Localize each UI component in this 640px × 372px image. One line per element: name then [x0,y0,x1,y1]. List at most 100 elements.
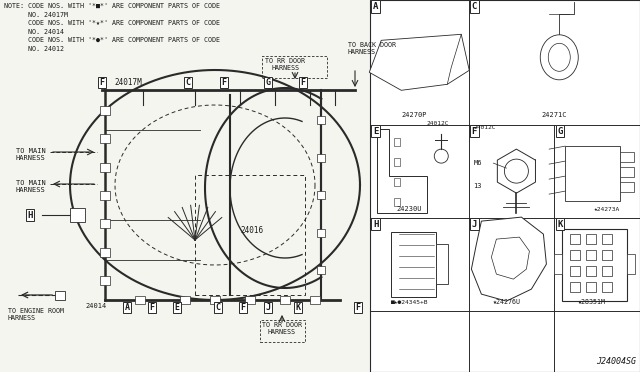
Bar [70,208,85,222]
Bar [317,154,325,161]
Text: H: H [28,211,33,219]
Bar [317,228,325,237]
Bar [394,158,400,166]
Bar [602,266,612,276]
Bar [436,244,448,284]
Text: F: F [355,303,360,312]
Polygon shape [369,34,469,90]
Bar [620,182,634,192]
Bar [100,134,110,143]
Bar [280,296,290,304]
Text: 24230U: 24230U [397,206,422,212]
Text: C: C [186,78,191,87]
Text: K: K [296,303,301,312]
Text: ★24273A: ★24273A [594,206,620,212]
Text: C: C [472,2,477,11]
Bar [602,234,612,244]
Bar [586,234,596,244]
Bar [100,219,110,228]
Bar [100,276,110,285]
Text: ★24276U: ★24276U [492,299,520,305]
Text: TO RR DOOR
HARNESS: TO RR DOOR HARNESS [265,58,305,71]
Text: TO MAIN
HARNESS: TO MAIN HARNESS [16,180,45,193]
Text: K: K [557,219,563,229]
Ellipse shape [540,35,579,80]
Bar [570,234,580,244]
Text: 24271C: 24271C [541,112,567,118]
Bar [55,291,65,300]
Polygon shape [472,217,547,301]
Text: F: F [241,303,246,312]
Text: J24004SG: J24004SG [596,357,636,366]
Bar [317,266,325,274]
Bar [586,250,596,260]
Bar [245,296,255,304]
Text: G: G [557,126,563,136]
Text: ★28351M: ★28351M [578,299,606,305]
Bar [570,266,580,276]
Polygon shape [377,129,428,213]
Text: 13: 13 [474,183,482,189]
Text: E: E [373,126,378,136]
Bar [394,178,400,186]
Bar [602,250,612,260]
Bar [570,282,580,292]
Bar [602,282,612,292]
Text: F: F [150,303,154,312]
Bar [620,167,634,177]
Bar [565,146,620,201]
Text: 24012C: 24012C [474,125,496,130]
Text: C: C [216,303,221,312]
Text: ■★●24345+B: ■★●24345+B [390,299,428,305]
Text: TO RR DOOR
HARNESS: TO RR DOOR HARNESS [262,322,302,335]
Text: TO MAIN
HARNESS: TO MAIN HARNESS [16,148,45,161]
Text: 24016: 24016 [240,225,263,234]
Text: 24017M: 24017M [114,78,142,87]
Bar [570,250,580,260]
Text: E: E [175,303,179,312]
Circle shape [435,149,448,163]
Bar [627,254,635,274]
Text: J: J [266,303,271,312]
Text: 24014: 24014 [86,303,107,309]
Text: A: A [125,303,129,312]
Text: 24012C: 24012C [426,121,449,126]
Text: J: J [472,219,477,229]
Bar [100,163,110,171]
Bar [135,296,145,304]
Bar [586,266,596,276]
Bar [317,116,325,124]
Bar [586,282,596,292]
Text: F: F [221,78,227,87]
Text: 24270P: 24270P [401,112,427,118]
Bar [195,175,305,295]
Bar [562,229,627,301]
Polygon shape [492,237,529,279]
Text: G: G [266,78,271,87]
Text: F: F [99,78,104,87]
Circle shape [504,159,529,183]
Text: H: H [373,219,378,229]
Bar [100,191,110,200]
Text: A: A [373,2,378,11]
Bar [554,254,562,274]
Bar [620,152,634,162]
Text: F: F [301,78,305,87]
Bar [394,138,400,146]
Text: TO ENGINE ROOM
HARNESS: TO ENGINE ROOM HARNESS [8,308,64,321]
Bar [310,296,320,304]
Bar [260,320,305,342]
Ellipse shape [548,43,570,71]
Bar [317,191,325,199]
Text: F: F [472,126,477,136]
Bar [394,198,400,206]
Text: NOTE: CODE NOS. WITH '*■*' ARE COMPONENT PARTS OF CODE
      NO. 24017M
      CO: NOTE: CODE NOS. WITH '*■*' ARE COMPONENT… [4,3,220,51]
Text: M6: M6 [474,160,482,166]
Bar [370,0,640,372]
Bar [262,56,327,78]
Bar [391,232,436,297]
Bar [100,248,110,257]
Bar [210,296,220,304]
Bar [100,106,110,115]
Bar [180,296,190,304]
